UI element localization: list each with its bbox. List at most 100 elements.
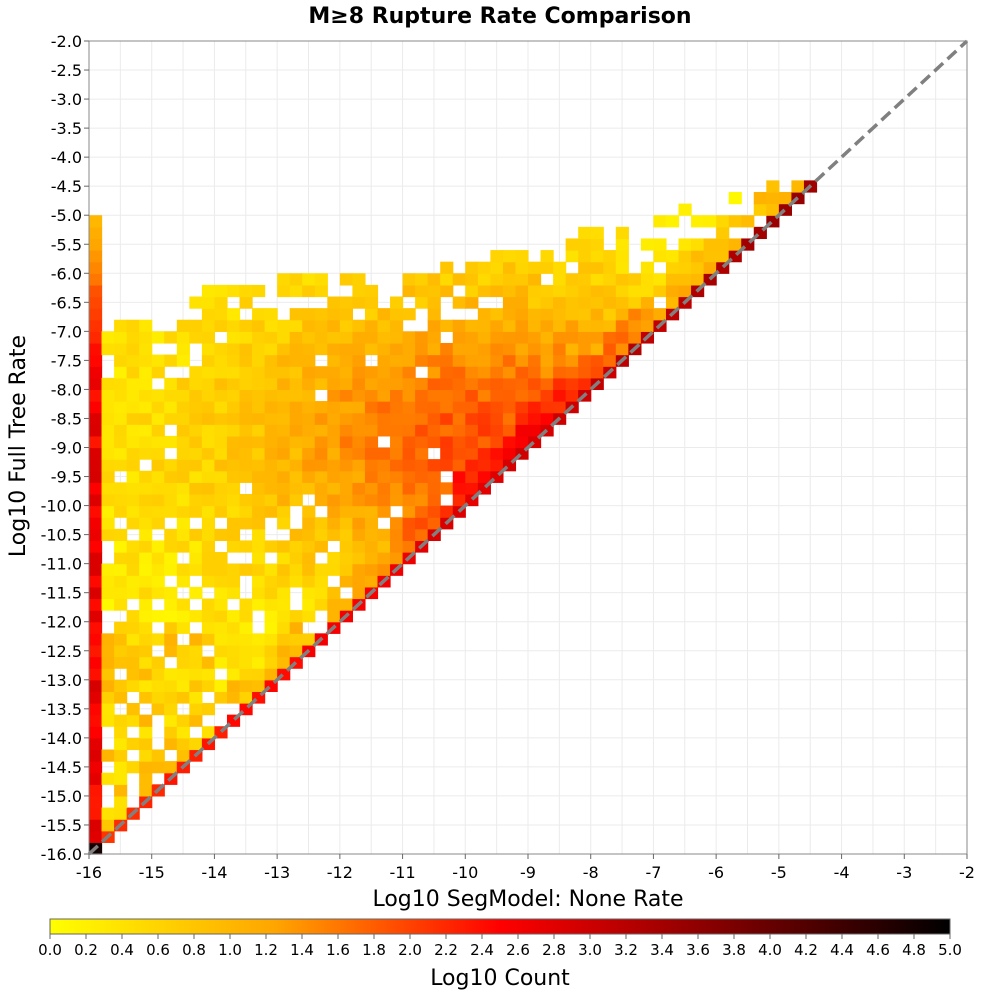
- heatmap-cell: [89, 366, 103, 379]
- heatmap-cell: [314, 331, 328, 344]
- heatmap-cell: [352, 493, 366, 507]
- heatmap-cell: [339, 493, 353, 507]
- heatmap-cell: [164, 505, 178, 518]
- heatmap-cell: [101, 517, 115, 530]
- heatmap-cell: [415, 482, 429, 495]
- heatmap-cell: [603, 308, 617, 321]
- y-tick-label: -4.5: [51, 177, 82, 196]
- heatmap-cell: [89, 563, 103, 576]
- heatmap-cell: [502, 435, 517, 449]
- heatmap-cell: [239, 401, 253, 414]
- heatmap-cell: [364, 296, 379, 309]
- heatmap-cell: [302, 412, 316, 425]
- heatmap-cell: [214, 563, 228, 576]
- heatmap-cell: [89, 284, 103, 298]
- heatmap-cell: [578, 342, 592, 356]
- heatmap-cell: [201, 552, 216, 565]
- heatmap-cell: [364, 401, 379, 414]
- heatmap-cell: [778, 191, 792, 205]
- heatmap-cell: [226, 575, 241, 588]
- heatmap-cell: [176, 517, 190, 530]
- heatmap-cell: [201, 575, 216, 588]
- heatmap-cell: [314, 273, 328, 286]
- heatmap-cell: [640, 308, 655, 321]
- heatmap-cell: [339, 459, 353, 472]
- heatmap-cell: [264, 586, 278, 600]
- heatmap-cell: [716, 250, 730, 263]
- heatmap-cell: [477, 470, 491, 483]
- heatmap-cell: [126, 737, 140, 751]
- heatmap-cell: [264, 575, 278, 588]
- heatmap-cell: [490, 308, 504, 321]
- heatmap-cell: [415, 459, 429, 472]
- heatmap-cell: [565, 342, 579, 356]
- heatmap-cell: [189, 366, 203, 379]
- heatmap-cell: [377, 563, 391, 576]
- heatmap-cell: [653, 250, 667, 263]
- heatmap-cell: [139, 761, 153, 774]
- heatmap-cell: [114, 540, 128, 553]
- heatmap-cell: [289, 633, 303, 646]
- heatmap-cells: [89, 180, 818, 855]
- heatmap-cell: [390, 331, 404, 344]
- heatmap-cell: [89, 493, 103, 507]
- heatmap-cell: [377, 366, 391, 379]
- heatmap-cell: [640, 273, 655, 286]
- heatmap-cell: [89, 215, 103, 228]
- heatmap-cell: [252, 633, 266, 646]
- heatmap-cell: [277, 575, 291, 588]
- colorbar-tick-label: 4.0: [758, 941, 782, 959]
- heatmap-cell: [101, 714, 115, 727]
- heatmap-cell: [703, 250, 717, 263]
- heatmap-cell: [226, 621, 241, 634]
- heatmap-cell: [390, 482, 404, 495]
- heatmap-cell: [264, 644, 278, 658]
- heatmap-cell: [590, 319, 604, 332]
- heatmap-cell: [277, 389, 291, 402]
- heatmap-cell: [302, 528, 316, 542]
- heatmap-cell: [339, 342, 353, 356]
- heatmap-cell: [126, 354, 140, 367]
- colorbar-tick-label: 4.4: [830, 941, 854, 959]
- heatmap-cell: [126, 470, 140, 483]
- heatmap-cell: [277, 447, 291, 460]
- heatmap-cell: [590, 273, 604, 286]
- heatmap-cell: [252, 470, 266, 483]
- heatmap-cell: [176, 737, 190, 751]
- colorbar-tick-label: 3.8: [722, 941, 746, 959]
- heatmap-cell: [528, 389, 542, 402]
- x-tick-label: -5: [771, 863, 787, 882]
- heatmap-cell: [390, 540, 404, 553]
- heatmap-cell: [528, 273, 542, 286]
- heatmap-cell: [427, 273, 441, 286]
- heatmap-cell: [239, 331, 253, 344]
- x-tick-label: -16: [76, 863, 102, 882]
- heatmap-cell: [364, 447, 379, 460]
- heatmap-cell: [440, 505, 454, 518]
- heatmap-cell: [126, 610, 140, 623]
- heatmap-cell: [264, 610, 278, 623]
- heatmap-cell: [327, 354, 341, 367]
- heatmap-cell: [252, 540, 266, 553]
- heatmap-cell: [226, 482, 241, 495]
- heatmap-cell: [590, 284, 604, 298]
- colorbar-tick-label: 2.0: [398, 941, 422, 959]
- heatmap-cell: [226, 528, 241, 542]
- heatmap-cell: [189, 412, 203, 425]
- heatmap-cell: [264, 389, 278, 402]
- heatmap-cell: [239, 435, 253, 449]
- heatmap-cell: [226, 633, 241, 646]
- heatmap-cell: [226, 308, 241, 321]
- heatmap-cell: [139, 598, 153, 611]
- heatmap-cell: [289, 540, 303, 553]
- heatmap-cell: [126, 668, 140, 681]
- heatmap-cell: [615, 319, 629, 332]
- heatmap-cell: [114, 563, 128, 576]
- heatmap-cell: [252, 308, 266, 321]
- heatmap-cell: [302, 610, 316, 623]
- heatmap-cell: [114, 505, 128, 518]
- heatmap-cell: [151, 493, 165, 507]
- heatmap-cell: [277, 610, 291, 623]
- heatmap-cell: [126, 563, 140, 576]
- heatmap-cell: [114, 575, 128, 588]
